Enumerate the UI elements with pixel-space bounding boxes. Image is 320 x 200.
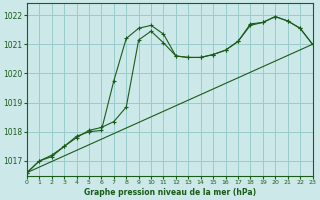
- X-axis label: Graphe pression niveau de la mer (hPa): Graphe pression niveau de la mer (hPa): [84, 188, 256, 197]
